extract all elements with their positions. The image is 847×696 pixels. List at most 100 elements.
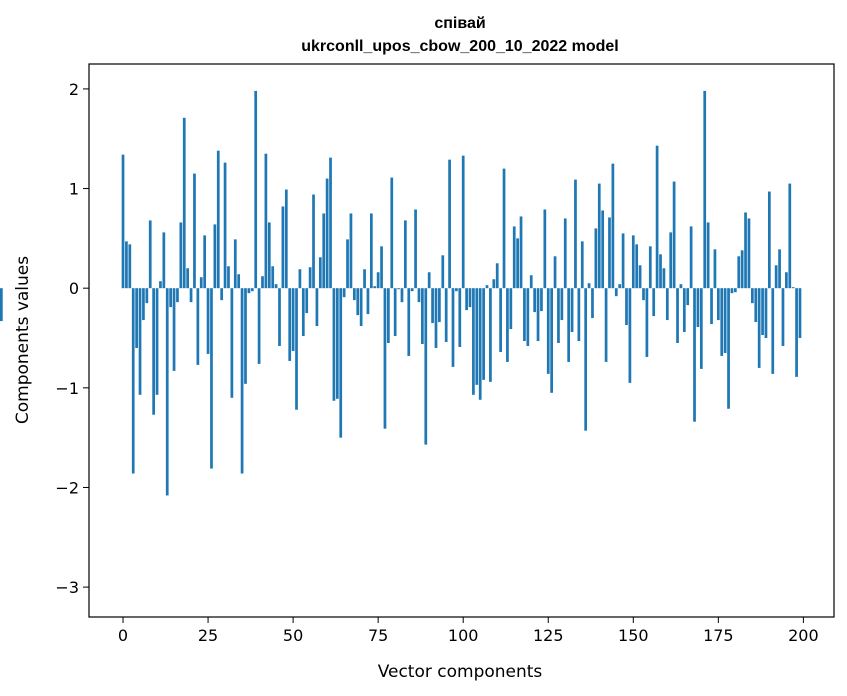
bar bbox=[284, 189, 288, 289]
bar bbox=[298, 269, 302, 289]
bar bbox=[716, 288, 720, 321]
bar bbox=[352, 288, 356, 301]
bar bbox=[472, 288, 475, 395]
bar bbox=[597, 183, 601, 289]
bar bbox=[356, 288, 360, 316]
bar bbox=[611, 163, 615, 289]
bar bbox=[546, 288, 550, 374]
bar bbox=[577, 288, 581, 341]
bar bbox=[587, 283, 591, 289]
bar bbox=[407, 288, 411, 356]
bar bbox=[693, 288, 696, 422]
bar bbox=[744, 212, 747, 289]
bar bbox=[230, 288, 234, 398]
bar bbox=[444, 288, 448, 342]
bar bbox=[244, 288, 247, 384]
bar bbox=[543, 209, 547, 289]
bar bbox=[703, 90, 707, 289]
bar bbox=[774, 265, 778, 289]
bar bbox=[591, 288, 594, 319]
bar bbox=[580, 241, 584, 289]
bar bbox=[152, 288, 155, 415]
bar bbox=[363, 269, 366, 289]
bar bbox=[740, 250, 744, 289]
bar bbox=[730, 288, 734, 294]
bar bbox=[393, 288, 397, 337]
bar bbox=[264, 153, 268, 289]
y-tick-label: 1 bbox=[69, 180, 79, 199]
bar bbox=[342, 288, 346, 298]
bar bbox=[247, 288, 251, 294]
bar bbox=[512, 226, 516, 289]
bar bbox=[635, 244, 639, 289]
bar bbox=[404, 220, 407, 289]
bar bbox=[288, 288, 292, 361]
bar bbox=[665, 288, 669, 321]
bar bbox=[560, 288, 564, 321]
bar bbox=[567, 288, 571, 362]
bar bbox=[400, 288, 404, 303]
x-tick-label: 200 bbox=[788, 626, 819, 645]
bar bbox=[301, 288, 305, 337]
bar bbox=[138, 288, 142, 395]
bar bbox=[570, 288, 574, 333]
y-tick-label: −2 bbox=[55, 478, 79, 497]
bar bbox=[785, 272, 788, 289]
bar bbox=[135, 288, 138, 348]
bar bbox=[305, 288, 309, 314]
bar bbox=[210, 288, 213, 469]
bar bbox=[574, 179, 577, 289]
bar bbox=[669, 232, 673, 289]
bar bbox=[638, 265, 642, 289]
bar bbox=[642, 288, 645, 301]
bar bbox=[553, 256, 557, 289]
bar bbox=[495, 263, 499, 289]
y-tick-label: −1 bbox=[55, 379, 79, 398]
bar bbox=[148, 220, 152, 289]
bar bbox=[659, 254, 662, 289]
bar bbox=[240, 288, 244, 474]
bar bbox=[475, 288, 479, 385]
bar bbox=[233, 239, 237, 289]
y-axis-label: Components values bbox=[13, 256, 33, 424]
bar bbox=[506, 288, 509, 362]
bar bbox=[557, 288, 560, 343]
bar bbox=[679, 284, 683, 289]
bar bbox=[274, 284, 278, 289]
bar bbox=[325, 178, 329, 289]
bar bbox=[427, 272, 431, 289]
bar bbox=[193, 173, 196, 289]
bar bbox=[220, 288, 224, 301]
bar bbox=[757, 288, 761, 368]
bar bbox=[329, 157, 332, 289]
bar bbox=[346, 239, 349, 289]
bar bbox=[652, 288, 656, 317]
bar bbox=[332, 288, 336, 401]
bar bbox=[682, 288, 686, 333]
bar bbox=[519, 216, 523, 289]
plot-frame bbox=[88, 63, 835, 618]
bar bbox=[601, 210, 605, 289]
bar bbox=[172, 288, 176, 371]
bar bbox=[485, 285, 489, 289]
bar bbox=[754, 288, 758, 323]
bar bbox=[159, 281, 162, 289]
bar bbox=[206, 288, 210, 354]
bar bbox=[509, 288, 513, 330]
bar bbox=[271, 266, 275, 289]
bar bbox=[594, 228, 598, 289]
bar bbox=[465, 288, 468, 311]
bar bbox=[526, 288, 530, 346]
x-axis-label: Vector components bbox=[378, 662, 543, 682]
bar bbox=[621, 233, 625, 289]
bar bbox=[366, 288, 370, 315]
bar bbox=[165, 288, 169, 496]
x-tick-label: 0 bbox=[118, 626, 128, 645]
bar bbox=[213, 224, 217, 289]
bar bbox=[237, 274, 241, 289]
bar bbox=[536, 288, 540, 341]
bar bbox=[155, 288, 159, 395]
bar bbox=[761, 288, 764, 336]
bar bbox=[604, 288, 608, 362]
